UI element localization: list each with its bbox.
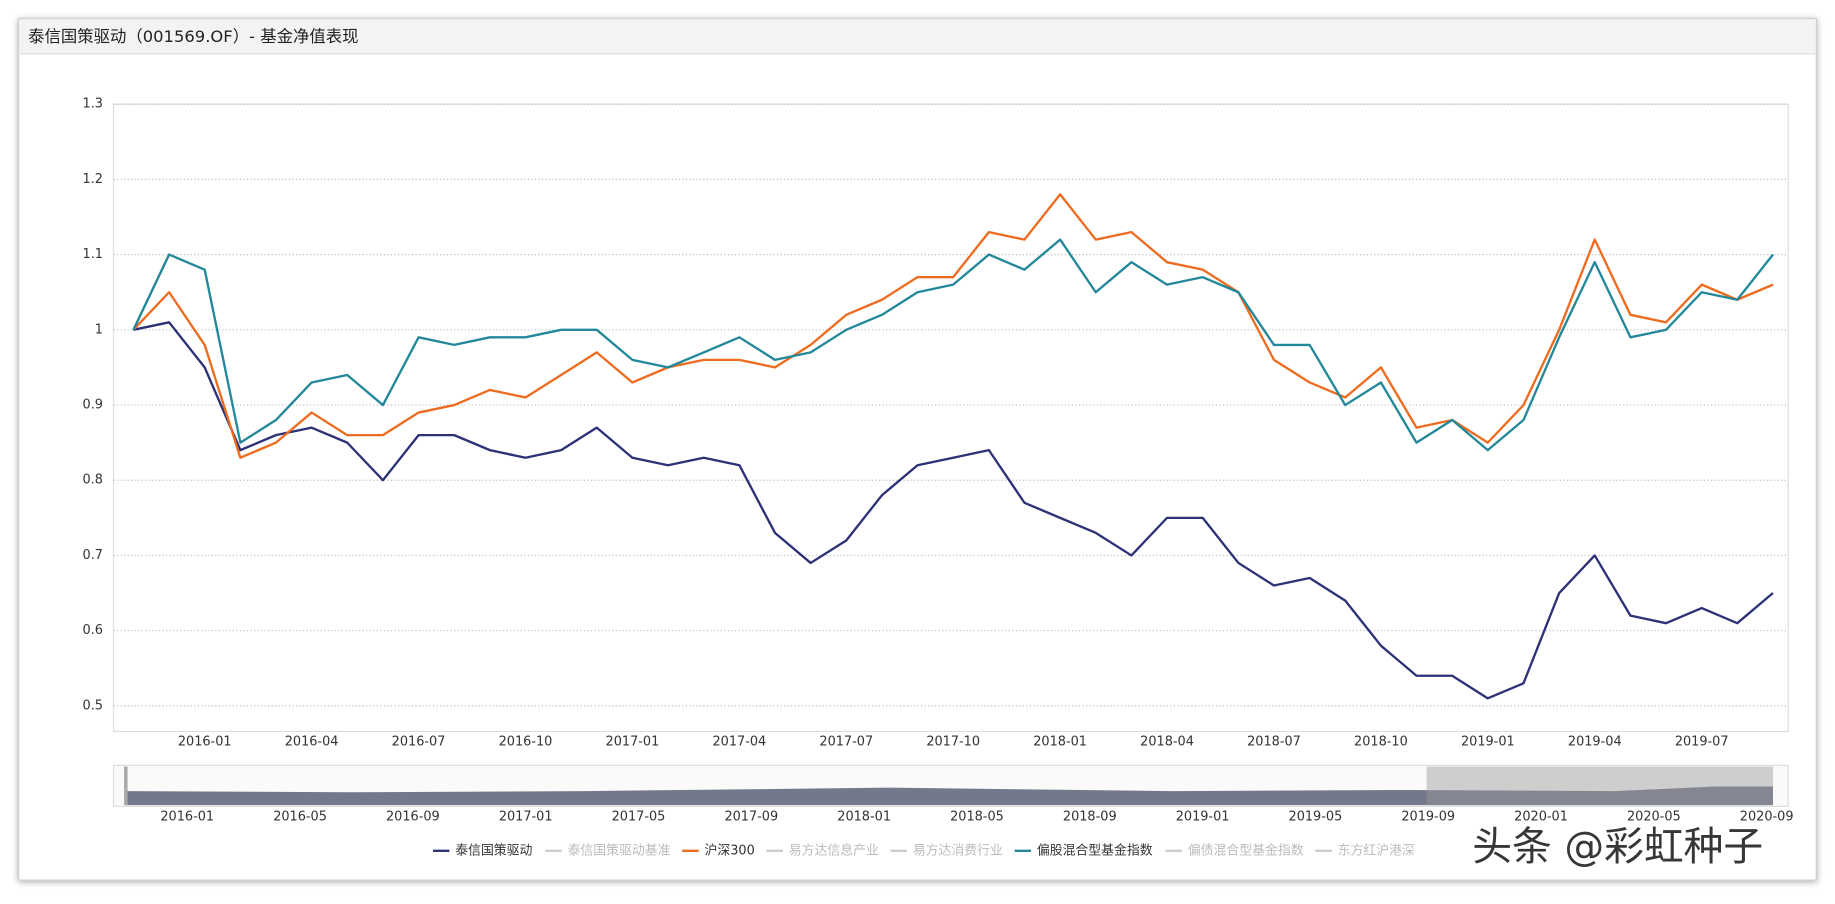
legend-item[interactable]: 沪深300 [705,843,755,858]
card [18,18,1817,881]
x-tick-label: 2016-10 [499,734,553,749]
navigator-label: 2018-05 [950,809,1004,824]
legend-item[interactable]: 易方达信息产业 [789,842,879,858]
legend-item[interactable]: 泰信国策驱动基准 [568,842,671,858]
legend-item[interactable]: 东方红沪港深 [1338,842,1415,858]
x-tick-label: 2016-04 [285,734,339,749]
navigator-label: 2017-01 [499,809,553,824]
x-tick-label: 2016-07 [392,734,446,749]
series-line [133,321,1774,700]
navigator-label: 2016-05 [273,809,327,824]
navigator-label: 2020-01 [1514,809,1568,824]
y-tick-label: 1.3 [83,97,103,112]
y-tick-label: 0.7 [83,548,103,563]
series-line [132,193,1774,459]
navigator-label: 2017-09 [724,809,778,824]
navigator-window[interactable] [1426,766,1773,806]
legend-item[interactable]: 泰信国策驱动 [455,842,532,858]
y-tick-label: 1.2 [83,172,103,187]
navigator-label: 2019-05 [1289,809,1343,824]
navigator-label: 2019-01 [1176,809,1230,824]
navigator-label: 2019-09 [1401,809,1455,824]
legend-item[interactable]: 偏股混合型基金指数 [1037,842,1153,858]
x-tick-label: 2019-01 [1461,734,1515,749]
x-tick-label: 2018-07 [1247,734,1301,749]
x-tick-label: 2018-01 [1033,734,1087,749]
x-tick-label: 2018-10 [1354,734,1408,749]
x-tick-label: 2017-07 [819,734,873,749]
legend-item[interactable]: 易方达消费行业 [913,842,1003,858]
navigator-label: 2020-09 [1740,809,1794,824]
y-tick-label: 0.5 [83,698,103,713]
navigator-handle[interactable] [124,766,128,806]
navigator-label: 2018-01 [837,809,891,824]
navigator-area [126,786,1773,806]
navigator-label: 2016-01 [160,809,214,824]
plot-frame [112,103,1789,733]
series-line [132,238,1774,452]
chart-title: 泰信国策驱动（001569.OF）- 基金净值表现 [28,27,358,46]
navigator-label: 2018-09 [1063,809,1117,824]
x-tick-label: 2017-01 [606,734,660,749]
x-tick-label: 2017-10 [926,734,980,749]
title-bar [19,19,1816,54]
navigator-label: 2020-05 [1627,809,1681,824]
y-tick-label: 1 [95,322,103,337]
y-tick-label: 0.8 [83,473,103,488]
x-tick-label: 2018-04 [1140,734,1194,749]
x-tick-label: 2019-07 [1675,734,1729,749]
x-tick-label: 2019-04 [1568,734,1622,749]
y-tick-label: 0.9 [83,398,103,413]
watermark: 头条 @彩虹种子 [1472,824,1763,870]
y-tick-label: 0.6 [83,623,103,638]
navigator-label: 2016-09 [386,809,440,824]
legend-item[interactable]: 偏债混合型基金指数 [1188,842,1304,858]
x-tick-label: 2017-04 [712,734,766,749]
x-tick-label: 2016-01 [178,734,232,749]
navigator-label: 2017-05 [612,809,666,824]
y-tick-label: 1.1 [83,247,103,262]
